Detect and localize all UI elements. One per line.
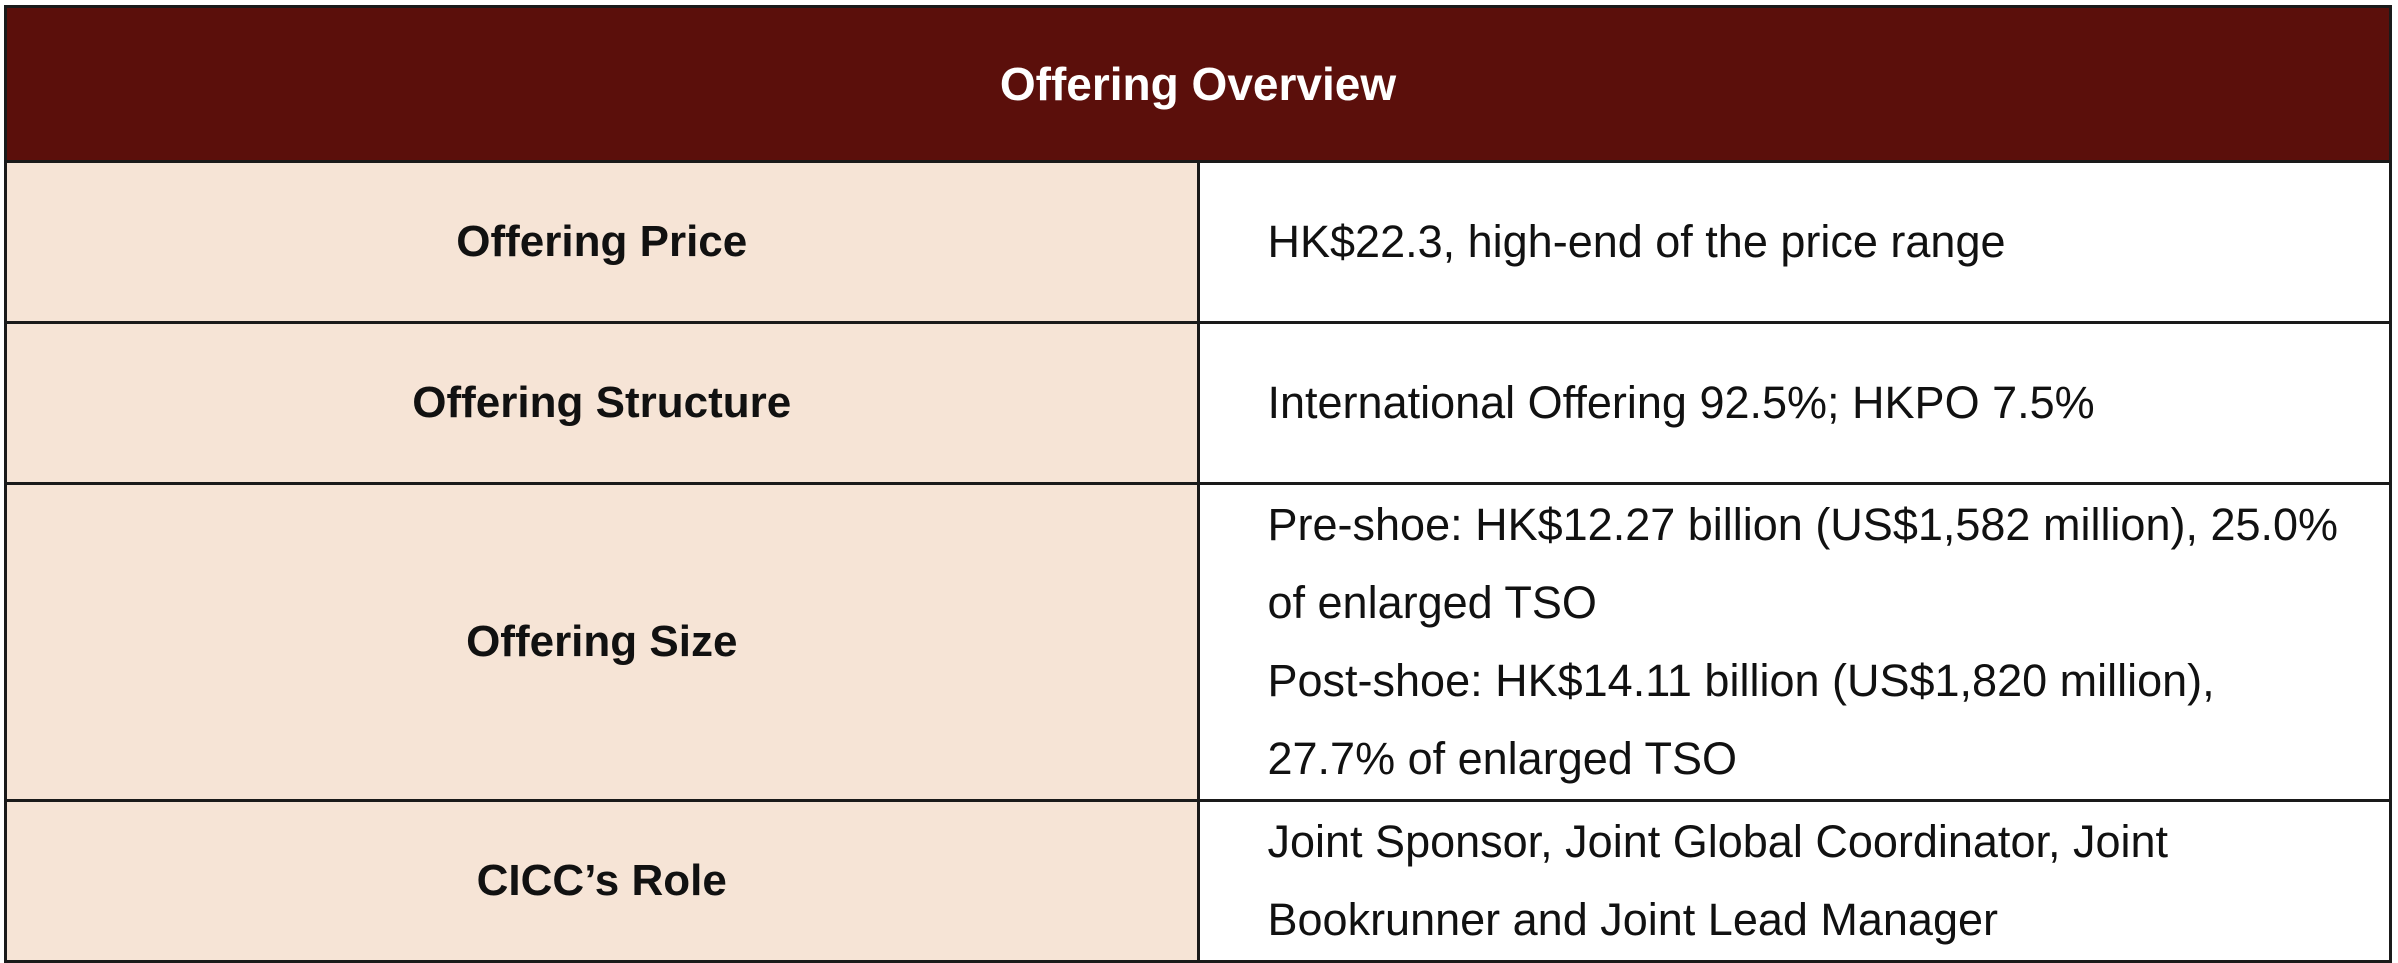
row-value: International Offering 92.5%; HKPO 7.5% [1196, 321, 2392, 485]
row-value: Joint Sponsor, Joint Global Coordinator,… [1196, 799, 2392, 963]
value-line: Pre-shoe: HK$12.27 billion (US$1,582 mil… [1267, 499, 2339, 628]
table-body: Offering Price HK$22.3, high-end of the p… [4, 160, 2392, 963]
row-label: Offering Size [4, 482, 1200, 802]
row-label: Offering Structure [4, 321, 1200, 485]
value-line: HK$22.3, high-end of the price range [1267, 216, 2006, 267]
table-row: Offering Structure International Offering… [4, 321, 2392, 485]
value-line: Joint Sponsor, Joint Global Coordinator,… [1267, 816, 2169, 945]
row-label: CICC’s Role [4, 799, 1200, 963]
page: Offering Overview Offering Price HK$22.3,… [4, 5, 2392, 963]
table-row: Offering Price HK$22.3, high-end of the p… [4, 160, 2392, 324]
value-line: International Offering 92.5%; HKPO 7.5% [1267, 377, 2095, 428]
table-row: CICC’s Role Joint Sponsor, Joint Global C… [4, 799, 2392, 963]
value-line: Post-shoe: HK$14.11 billion (US$1,820 mi… [1267, 655, 2215, 784]
offering-table: Offering Overview Offering Price HK$22.3,… [4, 5, 2392, 963]
table-row: Offering Size Pre-shoe: HK$12.27 billion … [4, 482, 2392, 802]
row-value: Pre-shoe: HK$12.27 billion (US$1,582 mil… [1196, 482, 2392, 802]
row-value: HK$22.3, high-end of the price range [1196, 160, 2392, 324]
table-title: Offering Overview [4, 5, 2392, 163]
row-label: Offering Price [4, 160, 1200, 324]
